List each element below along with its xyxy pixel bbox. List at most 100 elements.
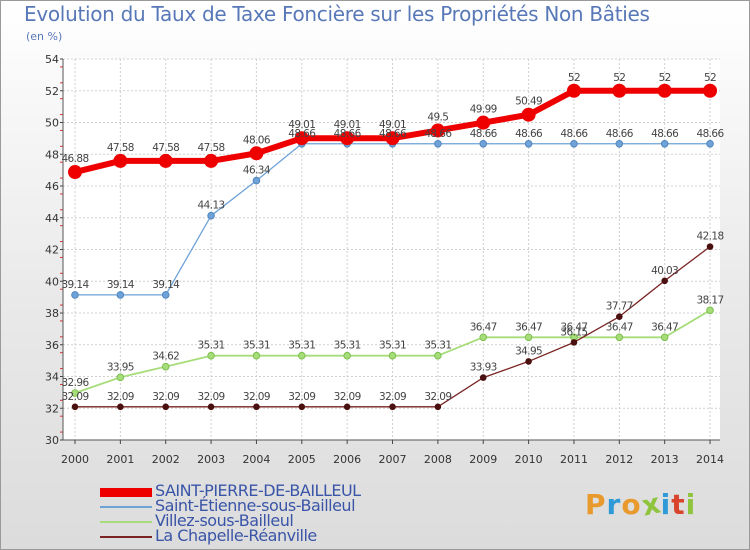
data-point bbox=[385, 131, 400, 146]
data-label: 49.01 bbox=[379, 119, 406, 131]
x-tick-label: 2013 bbox=[651, 453, 679, 466]
data-point bbox=[479, 333, 488, 342]
y-tick-label: 52 bbox=[45, 85, 59, 98]
x-tick-label: 2002 bbox=[152, 453, 180, 466]
x-tick-label: 2008 bbox=[424, 453, 452, 466]
data-point bbox=[434, 403, 442, 411]
legend-label: Saint-Étienne-sous-Bailleul bbox=[155, 496, 356, 515]
data-label: 49.01 bbox=[288, 119, 315, 131]
data-point bbox=[703, 83, 718, 98]
data-point bbox=[207, 211, 215, 220]
data-label: 33.93 bbox=[470, 362, 497, 374]
data-label: 32.09 bbox=[107, 391, 134, 403]
data-point bbox=[479, 374, 487, 381]
data-label: 48.66 bbox=[288, 128, 316, 140]
data-point bbox=[71, 389, 79, 397]
data-point bbox=[68, 165, 82, 180]
y-tick-label: 36 bbox=[45, 339, 59, 352]
y-tick-label: 42 bbox=[45, 244, 59, 257]
data-label: 34.62 bbox=[152, 351, 179, 363]
data-label: 32.96 bbox=[61, 377, 89, 389]
y-tick-label: 32 bbox=[45, 402, 59, 415]
data-label: 32.09 bbox=[152, 391, 179, 403]
data-label: 48.66 bbox=[560, 128, 588, 140]
x-tick-label: 2000 bbox=[61, 453, 89, 466]
data-label: 36.47 bbox=[470, 321, 497, 333]
data-point bbox=[434, 139, 442, 148]
data-point bbox=[343, 403, 351, 411]
data-point bbox=[71, 291, 79, 299]
data-point bbox=[162, 403, 170, 411]
data-point bbox=[615, 333, 624, 342]
y-tick-label: 38 bbox=[45, 307, 59, 320]
data-label: 32.09 bbox=[424, 391, 451, 403]
data-point bbox=[430, 123, 445, 138]
data-point bbox=[706, 306, 714, 315]
data-label: 32.09 bbox=[379, 391, 406, 403]
data-point bbox=[340, 131, 355, 146]
data-label: 36.47 bbox=[651, 321, 678, 333]
data-point bbox=[113, 153, 128, 168]
data-point bbox=[71, 403, 79, 411]
data-point bbox=[660, 139, 669, 148]
legend-swatch bbox=[100, 536, 152, 538]
data-point bbox=[521, 107, 536, 122]
data-label: 32.09 bbox=[61, 391, 88, 403]
y-tick-label: 50 bbox=[45, 117, 59, 130]
data-point bbox=[252, 351, 261, 360]
data-label: 48.66 bbox=[606, 128, 634, 140]
data-label: 42.18 bbox=[697, 231, 724, 243]
legend-label: SAINT-PIERRE-DE-BAILLEUL bbox=[155, 481, 361, 500]
data-label: 35.31 bbox=[198, 340, 225, 352]
x-tick-label: 2009 bbox=[469, 453, 497, 466]
data-label: 46.88 bbox=[61, 153, 88, 165]
data-point bbox=[570, 339, 578, 346]
data-point bbox=[298, 351, 306, 360]
data-point bbox=[207, 403, 215, 411]
data-label: 36.47 bbox=[560, 321, 587, 333]
y-tick-label: 54 bbox=[45, 53, 59, 66]
y-tick-label: 44 bbox=[45, 212, 59, 225]
data-point bbox=[298, 403, 306, 411]
data-label: 47.58 bbox=[198, 142, 225, 154]
legend-swatch bbox=[100, 506, 152, 508]
data-label: 49.99 bbox=[470, 104, 497, 116]
data-point bbox=[161, 291, 170, 299]
data-label: 52 bbox=[568, 72, 580, 84]
data-point bbox=[706, 243, 714, 250]
y-tick-label: 46 bbox=[45, 180, 59, 193]
x-tick-label: 2007 bbox=[379, 453, 407, 466]
data-label: 32.09 bbox=[288, 391, 315, 403]
data-point bbox=[476, 115, 491, 130]
data-point bbox=[253, 403, 260, 411]
data-label: 49.01 bbox=[334, 119, 361, 131]
data-label: 37.77 bbox=[606, 301, 633, 313]
data-point bbox=[524, 139, 533, 148]
x-tick-label: 2010 bbox=[515, 453, 543, 466]
data-point bbox=[294, 131, 309, 146]
y-tick-label: 34 bbox=[45, 371, 59, 384]
data-point bbox=[706, 139, 714, 148]
data-point bbox=[616, 313, 623, 320]
x-tick-label: 2003 bbox=[197, 453, 225, 466]
data-label: 35.31 bbox=[379, 340, 406, 352]
data-label: 48.06 bbox=[243, 134, 271, 146]
data-label: 35.31 bbox=[424, 340, 451, 352]
data-point bbox=[657, 83, 672, 98]
data-label: 46.34 bbox=[243, 165, 271, 177]
chart-title: Evolution du Taux de Taxe Foncière sur l… bbox=[24, 2, 650, 26]
data-point bbox=[117, 403, 124, 411]
data-label: 35.31 bbox=[243, 340, 270, 352]
data-label: 52 bbox=[704, 72, 716, 84]
data-label: 52 bbox=[613, 72, 625, 84]
y-tick-label: 40 bbox=[45, 275, 59, 288]
data-point bbox=[660, 333, 669, 342]
data-label: 48.66 bbox=[651, 128, 679, 140]
unit-label: (en %) bbox=[26, 30, 63, 43]
data-label: 40.03 bbox=[651, 265, 678, 277]
data-point bbox=[116, 373, 125, 382]
data-label: 32.09 bbox=[198, 391, 225, 403]
x-tick-label: 2001 bbox=[106, 453, 134, 466]
data-label: 39.14 bbox=[107, 279, 135, 291]
data-point bbox=[388, 351, 397, 360]
